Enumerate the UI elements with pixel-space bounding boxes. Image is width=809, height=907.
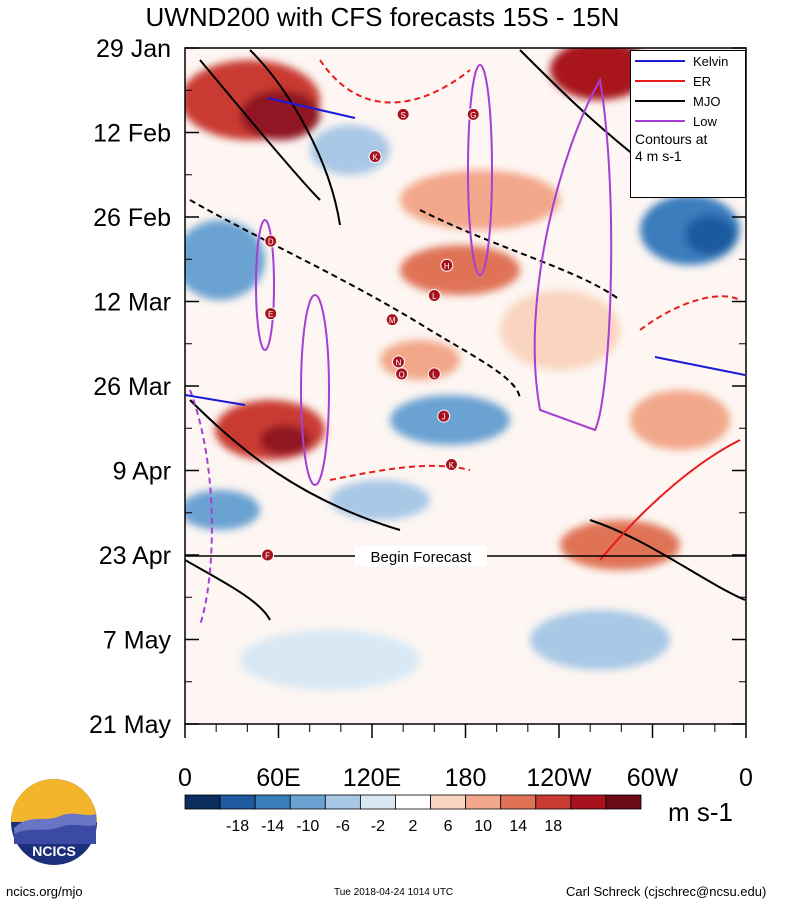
colorbar: -18 -14 -10 -6 -2 2 6 10 14 18 bbox=[184, 794, 642, 835]
storm-label: F bbox=[265, 552, 270, 561]
y-tick-label: 29 Jan bbox=[96, 35, 171, 63]
storm-label: G bbox=[470, 111, 476, 120]
ncics-logo: NCICS bbox=[11, 779, 97, 865]
storm-marker bbox=[444, 457, 458, 471]
forecast-label-bg bbox=[355, 546, 487, 566]
colorbar-swatch bbox=[359, 794, 396, 810]
x-tick-label: 60E bbox=[256, 764, 300, 792]
legend-label: MJO bbox=[693, 93, 721, 109]
storm-marker bbox=[427, 288, 441, 302]
storm-marker bbox=[437, 409, 451, 423]
colorbar-swatch bbox=[535, 794, 572, 810]
colorbar-swatch bbox=[605, 794, 642, 810]
y-tick-label: 21 May bbox=[89, 711, 171, 739]
colorbar-swatch bbox=[289, 794, 326, 810]
footer-center: Tue 2018-04-24 1014 UTC bbox=[334, 887, 454, 898]
colorbar-label: 6 bbox=[444, 818, 453, 835]
colorbar-swatch bbox=[430, 794, 467, 810]
storm-label: E bbox=[268, 310, 273, 319]
colorbar-swatch bbox=[570, 794, 607, 810]
x-tick-label: 120W bbox=[526, 764, 592, 792]
legend-label: Kelvin bbox=[693, 53, 729, 69]
storm-label: K bbox=[372, 153, 378, 162]
legend: Kelvin ER MJO Low Contours at 4 m s-1 bbox=[630, 50, 746, 198]
colorbar-label: 18 bbox=[544, 818, 562, 835]
footer-left: ncics.org/mjo bbox=[6, 884, 83, 899]
legend-line bbox=[635, 100, 685, 102]
storm-marker bbox=[385, 313, 399, 327]
y-tick-label: 23 Apr bbox=[99, 542, 171, 570]
colorbar-label: -10 bbox=[296, 818, 319, 835]
storm-marker bbox=[440, 258, 454, 272]
chart-title: UWND200 with CFS forecasts 15S - 15N bbox=[145, 2, 620, 32]
legend-entry: Kelvin bbox=[631, 51, 745, 71]
colorbar-swatch bbox=[395, 794, 431, 810]
y-tick-label: 26 Feb bbox=[93, 204, 171, 232]
storm-marker bbox=[261, 548, 275, 562]
colorbar-swatch bbox=[465, 794, 502, 810]
contours bbox=[185, 49, 746, 626]
storm-label: K bbox=[449, 461, 455, 470]
legend-line bbox=[635, 60, 685, 62]
storm-label: N bbox=[396, 358, 402, 367]
storm-label: O bbox=[398, 370, 404, 379]
legend-label: ER bbox=[693, 73, 712, 89]
x-tick-label: 120E bbox=[343, 764, 401, 792]
storm-marker bbox=[395, 367, 409, 381]
x-tick-label: 180 bbox=[445, 764, 487, 792]
colorbar-swatch bbox=[500, 794, 537, 810]
storm-label: L bbox=[432, 292, 437, 301]
colorbar-swatch bbox=[254, 794, 291, 810]
storm-marker bbox=[264, 307, 278, 321]
x-tick-label: 0 bbox=[739, 764, 753, 792]
legend-line bbox=[635, 80, 685, 82]
legend-note-2: 4 m s-1 bbox=[635, 148, 682, 164]
logo-text: NCICS bbox=[32, 843, 76, 859]
legend-entry: Low bbox=[631, 111, 745, 131]
wind-field bbox=[185, 48, 740, 690]
legend-label: Low bbox=[693, 113, 717, 129]
y-tick-label: 26 Mar bbox=[93, 373, 171, 401]
storm-label: S bbox=[400, 111, 405, 120]
storm-marker bbox=[391, 355, 405, 369]
legend-note-1: Contours at bbox=[635, 131, 708, 147]
storm-marker bbox=[466, 107, 480, 121]
colorbar-units: m s-1 bbox=[668, 797, 733, 827]
legend-line bbox=[635, 120, 685, 122]
colorbar-swatch bbox=[184, 794, 221, 810]
x-axis: 0 60E 120E 180 120W 60W 0 bbox=[178, 724, 753, 792]
y-tick-label: 9 Apr bbox=[113, 458, 171, 486]
colorbar-label: -18 bbox=[226, 818, 249, 835]
legend-entry: ER bbox=[631, 71, 745, 91]
storm-label: J bbox=[442, 413, 446, 422]
colorbar-label: 2 bbox=[409, 818, 418, 835]
colorbar-swatch bbox=[324, 794, 361, 810]
colorbar-label: 10 bbox=[474, 818, 492, 835]
storm-marker bbox=[368, 150, 382, 164]
storm-label: M bbox=[389, 316, 396, 325]
colorbar-label: -2 bbox=[371, 818, 385, 835]
storm-label: H bbox=[444, 262, 450, 271]
y-tick-label: 12 Mar bbox=[93, 289, 171, 317]
x-tick-label: 60W bbox=[627, 764, 679, 792]
storm-label: L bbox=[432, 370, 437, 379]
storm-markers: S G K D H L E M NO L J K F bbox=[261, 107, 480, 562]
storm-marker bbox=[427, 367, 441, 381]
colorbar-label: 14 bbox=[509, 818, 527, 835]
x-tick-label: 0 bbox=[178, 764, 192, 792]
colorbar-swatch bbox=[219, 794, 256, 810]
colorbar-label: -6 bbox=[336, 818, 350, 835]
legend-entry: MJO bbox=[631, 91, 745, 111]
y-tick-label: 12 Feb bbox=[93, 120, 171, 148]
storm-marker bbox=[396, 107, 410, 121]
storm-marker bbox=[264, 234, 278, 248]
colorbar-label: -14 bbox=[261, 818, 284, 835]
y-tick-label: 7 May bbox=[103, 627, 172, 655]
storm-label: D bbox=[268, 238, 274, 247]
y-axis: 29 Jan 12 Feb 26 Feb 12 Mar 26 Mar 9 Apr 23 Ap… bbox=[89, 35, 746, 739]
footer-right: Carl Schreck (cjschrec@ncsu.edu) bbox=[566, 884, 767, 899]
forecast-label: Begin Forecast bbox=[371, 549, 473, 566]
